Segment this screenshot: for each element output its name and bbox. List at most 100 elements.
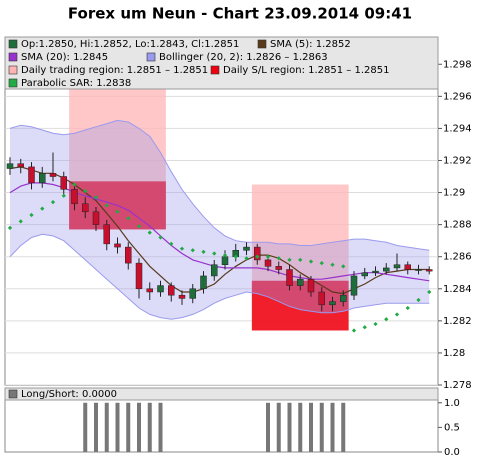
sar-dot	[190, 248, 195, 253]
candle-body	[350, 275, 358, 296]
y-tick-label: 1.278	[443, 380, 472, 391]
legend-swatch	[8, 389, 18, 399]
legend-label: SMA (20): 1.2845	[21, 52, 108, 63]
candle-body	[221, 256, 229, 265]
sar-dot	[287, 257, 292, 263]
candle-body	[49, 173, 57, 177]
sar-dot	[351, 328, 357, 333]
bar	[287, 402, 292, 452]
bar	[104, 402, 109, 452]
candle-body	[211, 264, 218, 277]
line	[9, 166, 430, 295]
bar	[158, 402, 163, 452]
sar-dot	[104, 203, 109, 208]
candle-body	[372, 270, 379, 273]
sar-dot	[179, 246, 185, 251]
legend-swatch	[8, 52, 18, 62]
candle-body	[340, 294, 347, 302]
y-tick-label: 1.282	[443, 316, 472, 327]
y-tick-label: 1.298	[443, 59, 472, 70]
sar-dot	[93, 195, 99, 200]
sar-dot	[201, 249, 206, 255]
sar-dot	[330, 262, 335, 267]
sar-dot	[308, 259, 314, 264]
y-tick-label: 1.286	[443, 252, 472, 263]
candle-body	[297, 278, 304, 286]
sar-dot	[158, 235, 163, 240]
bar	[126, 402, 131, 452]
candle-body	[125, 246, 132, 264]
sar-dot	[233, 254, 238, 259]
bar	[298, 402, 303, 452]
candle-body	[426, 269, 433, 272]
candle-body	[146, 288, 153, 293]
candle-body	[286, 269, 293, 286]
y-tick-label: 0.0	[444, 447, 460, 457]
candle-body	[178, 294, 186, 299]
candle-body	[39, 173, 46, 184]
candle-body	[103, 224, 110, 245]
y-tick-label: 1.288	[443, 220, 472, 231]
candle-body	[168, 285, 175, 296]
candle-body	[254, 246, 261, 261]
sar-dot	[265, 254, 271, 259]
candle-body	[318, 291, 325, 306]
candle-body	[92, 211, 100, 225]
candle-body	[60, 176, 67, 190]
sar-dot	[255, 254, 260, 259]
sar-dot	[373, 321, 378, 327]
legend-box	[4, 36, 439, 90]
sar-dot	[61, 193, 66, 198]
candle-body	[329, 301, 336, 306]
y-tick-label: 1.294	[443, 123, 472, 134]
bar	[266, 402, 270, 452]
candle-body	[189, 288, 196, 299]
chart-title: Forex um Neun - Chart 23.09.2014 09:41	[68, 5, 412, 23]
band-lower	[9, 233, 430, 320]
y-tick-label: 1.296	[443, 91, 472, 102]
bar	[137, 402, 141, 452]
bar	[330, 402, 335, 452]
legend-label: Op:1.2850, Hi:1.2852, Lo:1.2843, Cl:1.28…	[21, 39, 239, 50]
sar-dot	[136, 224, 142, 229]
bar	[83, 402, 88, 452]
band-fill	[10, 120, 430, 320]
candle-body	[28, 166, 35, 184]
candle-body	[275, 266, 282, 270]
bar	[115, 402, 120, 452]
bar	[309, 402, 313, 452]
line	[9, 182, 430, 282]
legend-label: Daily S/L region: 1.2851 – 1.2851	[223, 65, 389, 76]
sar-dot	[83, 188, 88, 194]
sar-dot	[319, 260, 324, 266]
bar	[94, 402, 98, 452]
candle-body	[157, 285, 164, 293]
candle-body	[114, 243, 121, 248]
sar-dot	[50, 200, 56, 205]
sar-dot	[40, 206, 45, 211]
y-tick-label: 1.0	[444, 398, 460, 409]
candle-body	[135, 262, 143, 290]
y-tick-label: 1.28	[443, 348, 465, 359]
legend-swatch	[210, 65, 220, 75]
candle-body	[383, 267, 390, 272]
y-tick-label: 0.5	[444, 422, 460, 433]
sar-dot	[126, 216, 131, 221]
candle-body	[393, 264, 401, 269]
bar	[341, 402, 346, 452]
legend-label: Bollinger (20, 2): 1.2826 – 1.2863	[159, 52, 328, 63]
legend-swatch	[257, 39, 267, 49]
candle-body	[82, 203, 89, 213]
sar-dot	[115, 209, 120, 214]
y-tick-label: 1.292	[443, 155, 472, 166]
sar-dot	[405, 305, 410, 311]
sar-dot	[362, 325, 367, 330]
sar-dot	[222, 252, 228, 258]
sar-dot	[212, 251, 217, 256]
sar-dot	[7, 225, 13, 230]
legend-label: Daily trading region: 1.2851 – 1.2851	[21, 65, 208, 76]
legend-label: Parabolic SAR: 1.2838	[21, 78, 131, 89]
y-tick-label: 1.29	[443, 188, 465, 199]
candle-body	[200, 275, 207, 290]
